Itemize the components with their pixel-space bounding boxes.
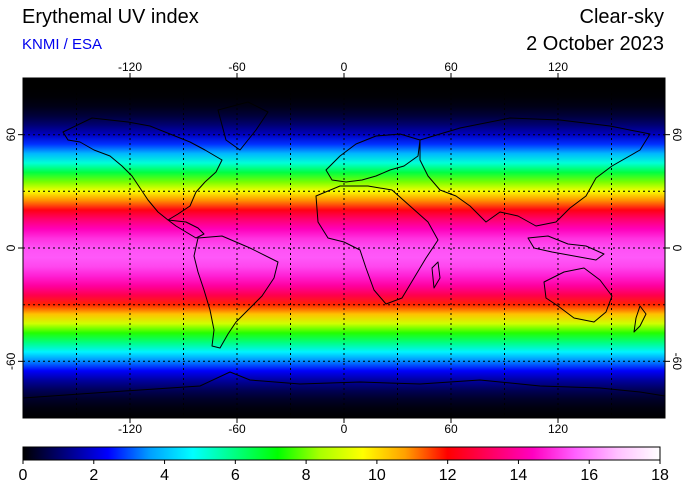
coastline-south-america — [193, 235, 279, 349]
lon-label-bottom: 0 — [341, 422, 348, 436]
lon-label-top: -120 — [118, 60, 142, 74]
colorbar-label: 2 — [89, 467, 98, 484]
lon-label-top: 60 — [444, 60, 458, 74]
coastline-europe — [325, 133, 421, 183]
source-label: KNMI / ESA — [22, 36, 103, 53]
coastline-antarctica — [23, 371, 665, 399]
lon-label-bottom: -120 — [118, 422, 142, 436]
lat-label-right: -60 — [670, 353, 684, 371]
colorbar-strip — [22, 446, 661, 461]
lon-label-bottom: -60 — [228, 422, 246, 436]
date-label: 2 October 2023 — [526, 33, 664, 55]
colorbar-label: 4 — [160, 467, 169, 484]
colorbar-label: 16 — [580, 467, 598, 484]
lon-label-bottom: 60 — [444, 422, 458, 436]
lon-label-top: 120 — [548, 60, 568, 74]
lat-label-left: 0 — [4, 244, 18, 251]
lat-label-left: 60 — [4, 128, 18, 142]
coastline-new-zealand — [633, 305, 647, 333]
lat-label-right: 0 — [670, 245, 684, 252]
colorbar-label: 10 — [368, 467, 386, 484]
lat-label-right: 60 — [670, 128, 684, 142]
coastline-madagascar — [431, 261, 441, 289]
lon-label-top: 0 — [341, 60, 348, 74]
coastline-africa — [315, 185, 439, 305]
graticule — [23, 78, 665, 418]
axis-labels: -120 -120 -60 -60 0 0 60 60 120 120 -60 -60 0 0 60 60 — [4, 60, 684, 436]
map-panel[interactable]: -120 -120 -60 -60 0 0 60 60 120 120 -60 -60 0 0 60 60 — [4, 60, 684, 436]
colorbar-label: 8 — [302, 467, 311, 484]
colorbar-labels: 0 2 4 6 8 10 12 14 16 18 — [19, 467, 669, 484]
colorbar-ticks — [22, 460, 661, 464]
coastline-central-america — [167, 219, 205, 239]
lat-label-left: -60 — [4, 352, 18, 370]
axis-ticks — [18, 73, 670, 423]
page-title: Erythemal UV index — [22, 6, 199, 28]
colorbar-label: 6 — [231, 467, 240, 484]
colorbar-label: 14 — [510, 467, 528, 484]
colorbar: 0 2 4 6 8 10 12 14 16 18 — [19, 446, 669, 484]
coastline-asia — [419, 117, 651, 227]
lon-label-top: -60 — [228, 60, 246, 74]
sky-mode-label: Clear-sky — [579, 6, 664, 28]
colorbar-label: 12 — [439, 467, 457, 484]
lon-label-bottom: 120 — [548, 422, 568, 436]
coastline-greenland — [217, 101, 269, 151]
colorbar-label: 18 — [651, 467, 669, 484]
colorbar-label: 0 — [19, 467, 28, 484]
coastline-australia — [543, 267, 613, 323]
